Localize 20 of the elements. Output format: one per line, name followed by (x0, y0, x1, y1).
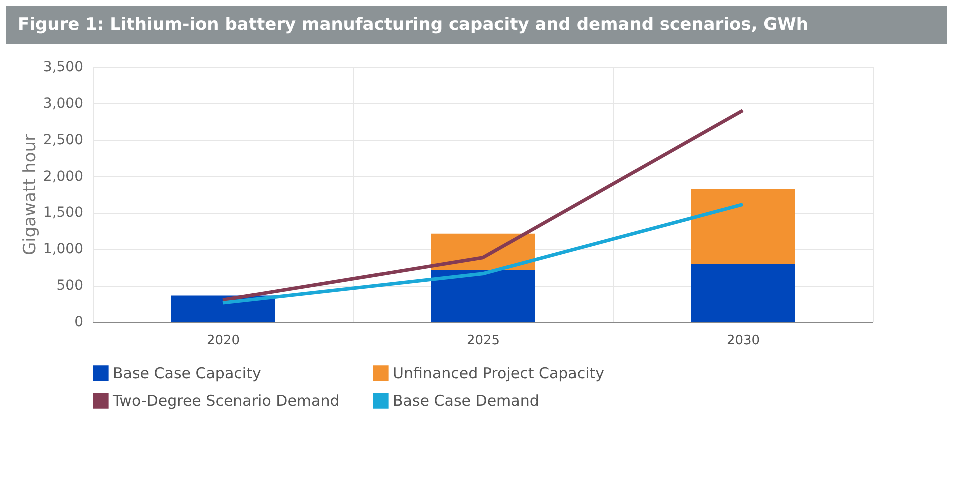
bar (691, 189, 795, 264)
bar (691, 264, 795, 322)
legend-label: Base Case Demand (393, 392, 540, 410)
legend-label: Two-Degree Scenario Demand (112, 392, 340, 410)
x-tick-label: 2020 (206, 334, 240, 348)
y-tick-label: 2,500 (43, 132, 84, 148)
y-tick-label: 2,000 (43, 168, 84, 185)
y-tick-label: 3,500 (43, 60, 84, 76)
y-tick-label: 0 (74, 314, 84, 330)
y-axis-title: Gigawatt hour (20, 134, 40, 256)
bar (431, 270, 535, 322)
y-tick-label: 1,000 (43, 242, 84, 258)
legend-label: Unfinanced Project Capacity (393, 364, 605, 382)
y-tick-label: 3,000 (43, 96, 84, 112)
y-tick-label: 1,500 (43, 205, 84, 222)
x-tick-label: 2025 (466, 334, 500, 348)
y-tick-label: 500 (56, 278, 84, 294)
chart-title: Figure 1: Lithium-ion battery manufacturing capacity and demand scenarios, GWh (6, 6, 947, 44)
legend-label: Base Case Capacity (113, 364, 262, 382)
x-tick-label: 2030 (726, 334, 760, 348)
